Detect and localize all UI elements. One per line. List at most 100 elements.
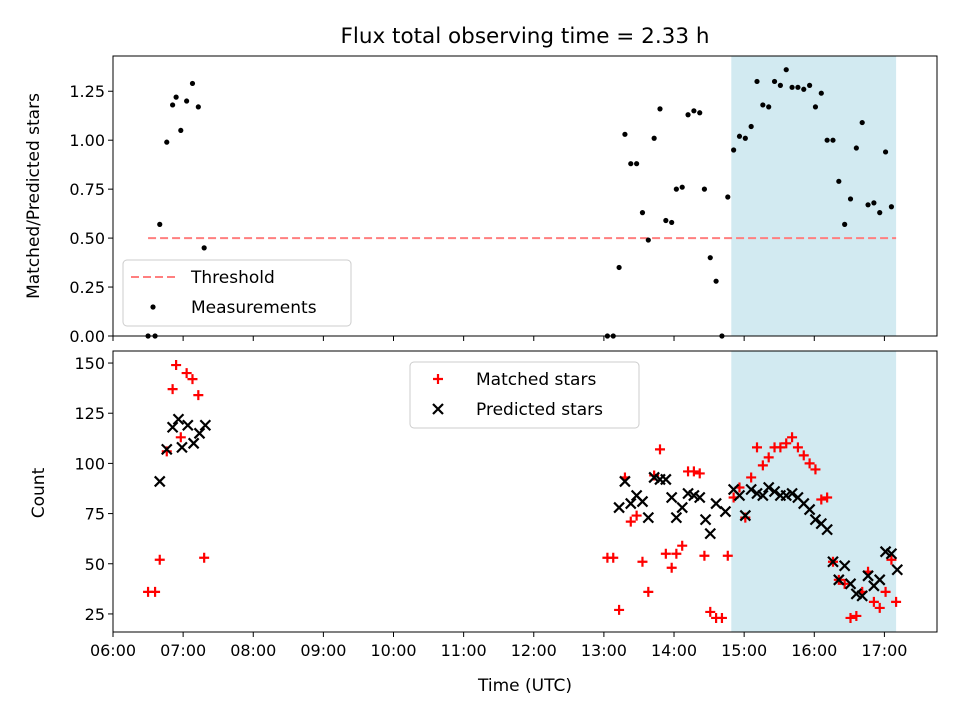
y-tick-label: 150 — [74, 354, 105, 373]
measurement-point — [777, 82, 783, 88]
predicted-stars-point — [862, 570, 874, 582]
measurements-legend-label: Measurements — [191, 298, 317, 318]
series-matched-stars — [143, 360, 902, 623]
matched-stars-point — [150, 586, 161, 597]
measurement-point — [201, 245, 207, 251]
measurement-point — [189, 80, 196, 87]
measurement-point — [760, 102, 766, 108]
measurement-point — [725, 194, 731, 200]
measurement-point — [657, 106, 663, 112]
matched-stars-point — [845, 612, 856, 623]
predicted-stars-point — [745, 483, 757, 496]
legend-box — [122, 259, 352, 327]
x-tick-label: 16:00 — [791, 641, 837, 660]
measurement-point — [748, 123, 754, 130]
y-tick-label: 50 — [85, 555, 105, 574]
matched-stars-point — [631, 510, 642, 521]
measurement-point — [173, 94, 179, 100]
matched-stars-point — [792, 442, 803, 453]
measurement-point — [685, 112, 691, 118]
measurement-point — [157, 221, 163, 227]
predicted-legend-swatch — [432, 403, 444, 415]
x-tick-label: 08:00 — [230, 641, 276, 660]
measurement-point — [679, 184, 685, 190]
measurement-point — [882, 149, 889, 155]
measurement-point — [801, 86, 807, 92]
measurement-point — [853, 145, 859, 151]
axes-frame — [112, 350, 938, 633]
measurement-point — [707, 255, 713, 261]
predicted-stars-point — [613, 501, 625, 514]
matched-stars-point — [175, 432, 186, 443]
matched-stars-point — [716, 612, 727, 623]
measurement-point — [888, 204, 895, 210]
measurement-point — [859, 119, 865, 126]
predicted-stars-point — [193, 427, 206, 440]
x-tick-label: 17:00 — [861, 641, 907, 660]
measurement-point — [842, 221, 848, 227]
matched-stars-point — [654, 444, 665, 455]
matched-stars-point — [181, 368, 192, 379]
matched-stars-point — [787, 432, 798, 443]
measurement-point — [754, 78, 760, 85]
measurement-point — [847, 196, 854, 202]
measurement-point — [622, 131, 628, 137]
measurement-point — [184, 98, 190, 104]
y-tick-label: 0.00 — [69, 327, 105, 346]
measurement-point — [771, 78, 778, 85]
predicted-stars-point — [739, 509, 752, 522]
x-tick-label: 14:00 — [651, 641, 697, 660]
predicted-stars-point — [762, 481, 775, 494]
predicted-stars-point — [833, 574, 845, 586]
predicted-stars-point — [624, 497, 637, 510]
predicted-stars-point — [660, 473, 672, 486]
matched-stars-point — [722, 550, 733, 561]
count-legend: Matched stars Predicted stars — [409, 361, 640, 429]
measurement-point — [877, 210, 883, 216]
matched-stars-point — [705, 606, 716, 617]
ratio-panel: 0.00 0.25 0.50 0.75 1.00 1.25 Threshold Measure… — [69, 55, 938, 346]
predicted-stars-point — [710, 497, 722, 510]
predicted-stars-point — [719, 505, 732, 518]
measurement-point — [697, 110, 703, 116]
threshold-legend-label: Threshold — [190, 268, 275, 288]
measurement-point — [742, 135, 748, 141]
predicted-stars-point — [199, 419, 212, 432]
y-tick-label: 75 — [85, 505, 105, 524]
measurement-point — [628, 161, 634, 167]
predicted-stars-point — [176, 441, 188, 454]
matched-stars-point — [199, 552, 210, 563]
measurement-point — [195, 104, 201, 110]
predicted-stars-point — [182, 419, 194, 432]
predicted-stars-point — [891, 564, 904, 576]
observing-window-span — [731, 56, 897, 336]
matched-stars-point — [671, 548, 682, 559]
matched-stars-point — [660, 548, 671, 559]
x-tick-label: 11:00 — [441, 641, 487, 660]
predicted-stars-point — [757, 489, 769, 502]
matched-stars-point — [886, 554, 897, 565]
predicted-stars-point — [636, 495, 649, 508]
time-axis-label: Time (UTC) — [477, 676, 572, 696]
matched-legend-swatch — [433, 374, 443, 384]
x-tick-label: 15:00 — [721, 641, 767, 660]
matched-stars-point — [810, 464, 821, 475]
chart-title: Flux total observing time = 2.33 h — [341, 24, 710, 49]
predicted-stars-point — [693, 491, 706, 504]
matched-stars-point — [880, 586, 891, 597]
measurement-point — [691, 108, 697, 114]
y-tick-label: 0.75 — [69, 180, 105, 199]
matched-stars-point — [608, 552, 619, 563]
x-tick-label: 13:00 — [581, 641, 627, 660]
x-tick-label: 10:00 — [370, 641, 416, 660]
predicted-stars-point — [642, 511, 655, 524]
matched-stars-point — [798, 450, 809, 461]
series-predicted-stars — [153, 413, 904, 602]
x-tick-label: 07:00 — [160, 641, 206, 660]
matched-stars-point — [666, 562, 677, 573]
measurement-point — [818, 90, 824, 96]
predicted-stars-point — [187, 437, 200, 450]
matched-stars-point — [868, 596, 879, 607]
matched-stars-point — [775, 442, 786, 453]
matched-stars-point — [804, 458, 815, 469]
